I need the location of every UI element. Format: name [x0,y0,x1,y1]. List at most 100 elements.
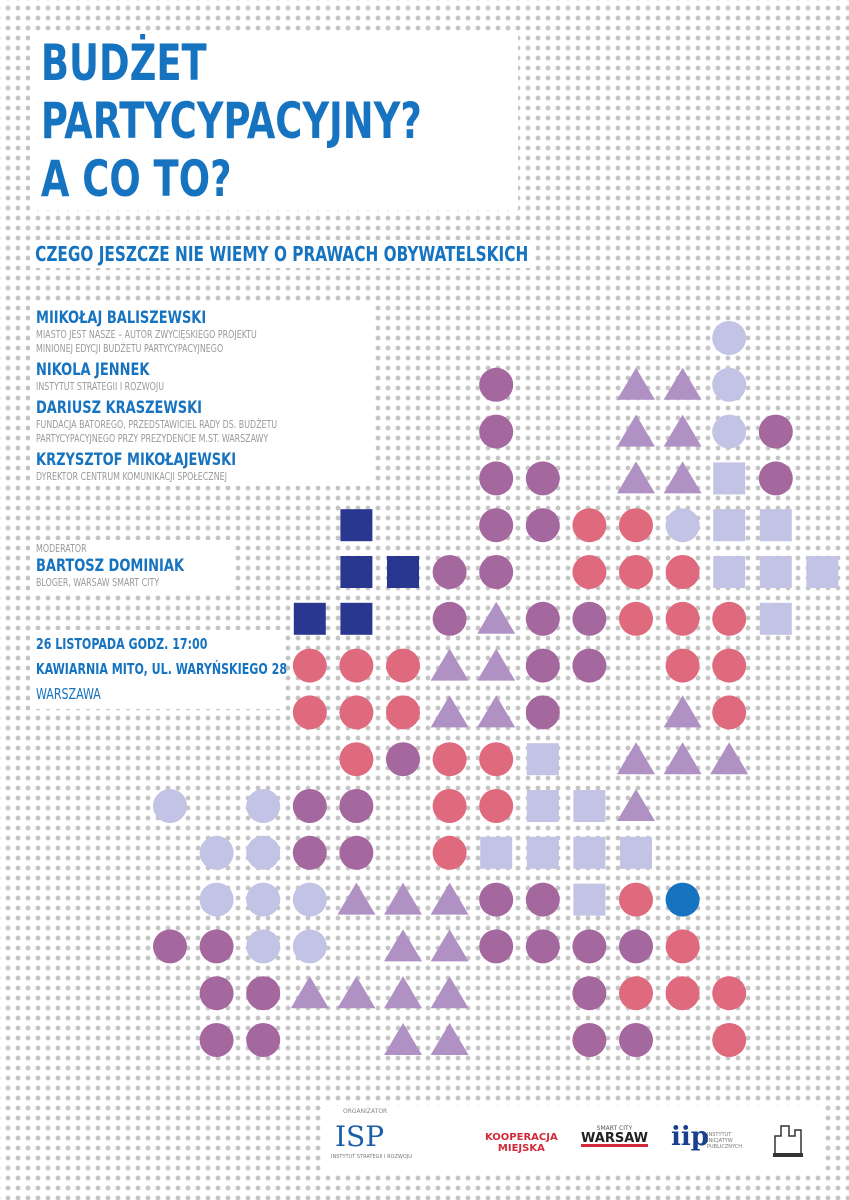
pattern-shape [712,648,747,683]
speaker-name: KRZYSZTOF MIKOŁAJEWSKI [36,450,237,470]
pattern-shape [619,929,653,964]
pattern-shape [526,836,559,869]
pattern-shape [339,695,374,730]
pattern-shape [432,835,467,870]
pattern-shape [430,1023,469,1055]
pattern-shape [479,742,514,777]
pattern-shape [292,695,327,730]
pattern-shape [340,509,373,542]
title-line: BUDŻET [36,34,212,92]
pattern-shape [712,321,747,355]
pattern-shape [246,882,281,917]
pattern-shape [617,414,655,447]
speaker-role: DYREKTOR CENTRUM KOMUNIKACJI SPOŁECZNEJ [36,470,227,483]
pattern-shape [430,882,469,915]
pattern-shape [665,601,700,636]
pattern-shape [617,742,655,775]
pattern-shape [480,836,513,869]
pattern-shape [712,601,747,636]
pattern-shape [712,695,747,730]
organizer-label: ORGANIZATOR [343,1108,388,1115]
pattern-shape [199,835,234,870]
pattern-shape [292,789,327,823]
pattern-shape [663,367,702,400]
pattern-shape [526,743,559,776]
pattern-shape [479,414,514,449]
pattern-shape [525,882,560,917]
pattern-shape [337,882,376,915]
pattern-shape [663,695,702,728]
title-line: A CO TO? [36,150,237,208]
pattern-shape [617,367,655,400]
pattern-shape [292,882,327,917]
pattern-shape [479,555,514,589]
logo-isp: ISP [335,1120,385,1153]
pattern-shape [572,1023,607,1057]
moderator-name: BARTOSZ DOMINIAK [36,556,185,576]
pattern-shape [713,462,746,495]
pattern-shape [479,789,514,823]
logo-warsaw: SMART CITY WARSAW [581,1124,649,1147]
logo-iip-text: INSTYTUT INICJATYW PUBLICZNYCH [707,1132,743,1150]
pattern-shape [290,976,329,1009]
pattern-shape [477,601,516,634]
pattern-shape [479,508,514,543]
pattern-shape [199,929,234,964]
pattern-shape [199,882,234,917]
title-line: PARTYCYPACYJNY? [36,92,427,150]
pattern-shape [292,648,327,683]
pattern-shape [525,695,560,730]
pattern-shape [759,556,792,588]
pattern-shape [758,414,793,449]
pattern-shape [246,976,281,1011]
moderator-role: BLOGER, WARSAW SMART CITY [36,576,160,589]
pattern-shape [479,882,514,917]
pattern-shape [665,648,700,683]
pattern-shape [713,509,746,542]
pattern-shape [572,929,607,964]
pattern-shape [153,929,187,964]
pattern-shape [477,695,516,728]
pattern-shape [292,835,327,870]
moderator-label: MODERATOR [36,542,87,555]
pattern-shape [386,742,420,777]
pattern-shape [479,461,514,496]
logo-text: MIEJSKA [497,1143,545,1154]
pattern-shape [712,1023,747,1057]
pattern-shape [246,789,281,823]
speaker-role: MINIONEJ EDYCJI BUDŻETU PARTYCYPACYJNEGO [36,342,224,355]
pattern-shape [617,461,655,494]
pattern-shape [430,695,469,728]
pattern-shape [712,976,747,1011]
pattern-shape [665,882,700,917]
speaker-name: DARIUSZ KRASZEWSKI [36,398,203,418]
pattern-shape [525,508,560,543]
event-date: 26 LISTOPADA GODZ. 17:00 [36,635,208,653]
pattern-shape [339,835,374,870]
pattern-shape [525,461,560,496]
pattern-shape [526,790,559,822]
speaker-role: INSTYTUT STRATEGII I ROZWOJU [36,380,165,393]
pattern-shape [572,976,607,1011]
pattern-shape [432,555,467,589]
pattern-shape [432,742,467,777]
pattern-shape [199,1023,234,1057]
pattern-shape [430,929,469,962]
pattern-shape [663,414,702,447]
pattern-shape [759,602,792,635]
logo-text: SMART CITY [596,1125,633,1132]
pattern-shape [340,602,373,635]
pattern-shape [430,976,469,1009]
event-city: WARSZAWA [36,685,101,703]
pattern-shape [665,555,700,589]
pattern-shape [713,556,746,588]
pattern-shape [572,555,607,589]
pattern-shape [619,976,653,1011]
pattern-shape [806,556,839,588]
pattern-shape [572,508,607,543]
pattern-shape [384,976,422,1009]
pattern-shape [293,602,326,635]
pattern-shape [525,601,560,636]
pattern-shape [619,601,653,636]
